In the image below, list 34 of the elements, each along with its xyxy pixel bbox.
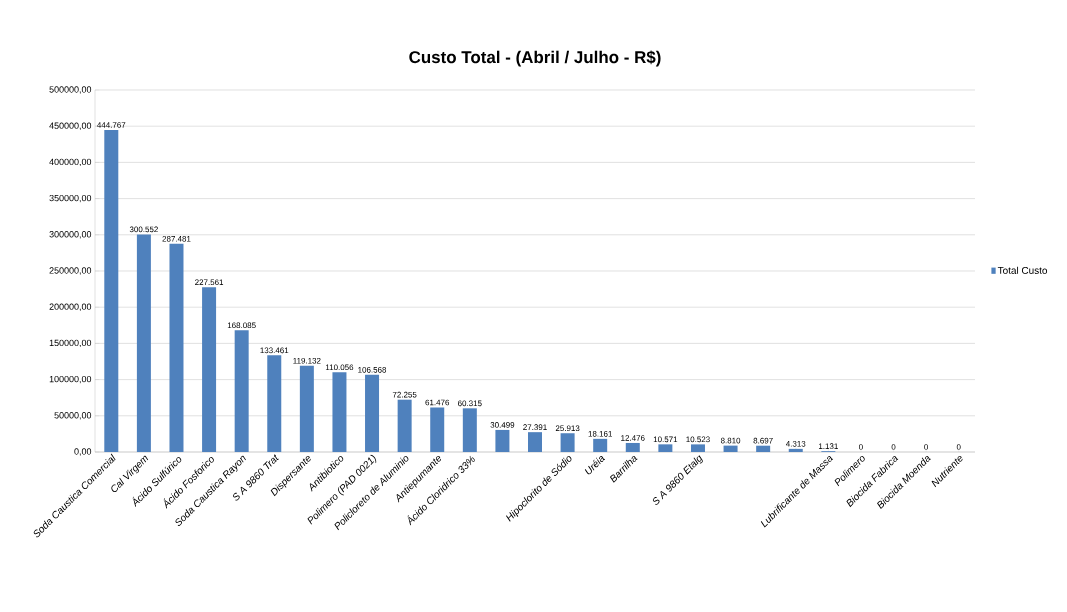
y-tick-label: 150000,00 — [49, 339, 92, 348]
bar — [495, 429, 510, 452]
bar — [593, 438, 608, 452]
bar — [267, 355, 282, 452]
bar — [462, 408, 477, 452]
bar — [430, 407, 445, 452]
bar — [332, 372, 347, 452]
y-tick-label: 400000,00 — [49, 158, 92, 167]
bar — [299, 365, 314, 452]
bar — [528, 432, 542, 452]
bar — [234, 330, 249, 452]
bar — [169, 243, 184, 452]
bar — [690, 444, 705, 452]
bar — [560, 433, 575, 452]
y-tick-label: 100000,00 — [49, 375, 92, 384]
y-tick-label: 500000,00 — [49, 86, 92, 94]
y-tick-label: 50000,00 — [54, 412, 92, 420]
y-tick-label: 450000,00 — [49, 122, 92, 130]
bar — [397, 399, 412, 452]
legend-label: Total Custo — [997, 266, 1048, 274]
bar — [723, 445, 738, 452]
bar — [136, 234, 151, 452]
y-tick-label: 200000,00 — [49, 303, 92, 311]
y-tick-label: 250000,00 — [49, 267, 92, 275]
bar — [104, 129, 119, 452]
bar — [658, 444, 673, 452]
bar — [756, 445, 771, 452]
bar — [365, 374, 380, 452]
bar — [788, 448, 803, 452]
bar — [625, 442, 640, 452]
y-tick-label: 350000,00 — [49, 194, 92, 203]
chart-title: Custo Total - (Abril / Julho - R$) — [409, 50, 661, 67]
y-tick-label: 300000,00 — [49, 231, 92, 239]
bar — [202, 287, 217, 452]
